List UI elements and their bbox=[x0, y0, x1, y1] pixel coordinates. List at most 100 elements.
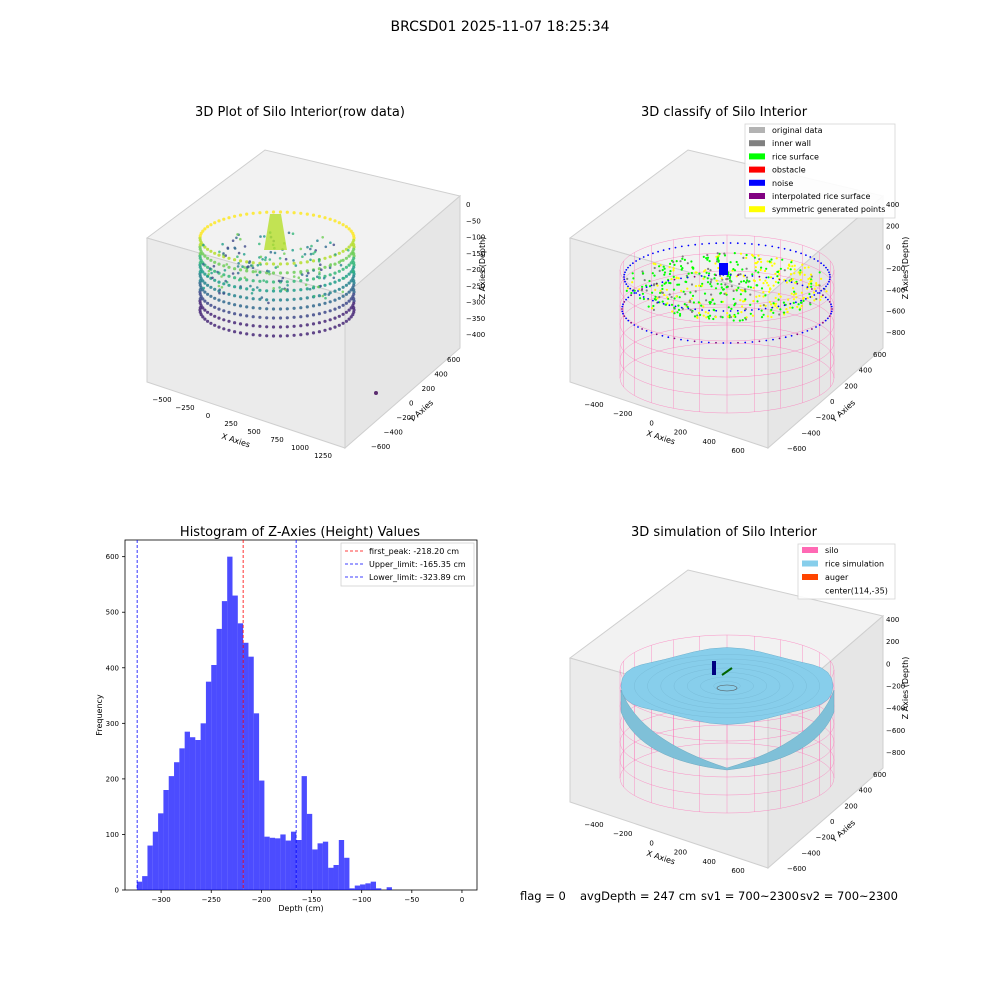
classify-wall-point bbox=[621, 308, 623, 310]
classify-wall-point bbox=[627, 319, 630, 322]
classify-noise-point bbox=[629, 264, 632, 267]
raw-point bbox=[265, 298, 269, 302]
classify-noise-point bbox=[826, 283, 829, 285]
raw-point bbox=[305, 274, 309, 278]
classify-point bbox=[698, 284, 701, 287]
classify-noise-point bbox=[715, 242, 718, 245]
classify-point bbox=[777, 270, 780, 273]
classify-point bbox=[739, 299, 742, 302]
simulation-zlabel: Z Axies (Depth) bbox=[901, 657, 910, 720]
raw-ytick-label: −600 bbox=[371, 443, 390, 451]
classify-point bbox=[714, 287, 718, 290]
classify-point bbox=[661, 269, 664, 272]
classify-point bbox=[742, 280, 746, 283]
classify-point bbox=[697, 311, 701, 315]
raw-point bbox=[349, 261, 353, 265]
classify-wall-point bbox=[831, 308, 833, 310]
classify-point bbox=[767, 284, 770, 287]
raw-point bbox=[305, 332, 309, 336]
raw-point bbox=[258, 306, 262, 310]
classify-point bbox=[791, 278, 794, 281]
classify-noise-point bbox=[805, 298, 807, 300]
raw-point bbox=[278, 210, 283, 214]
classify-point bbox=[719, 315, 722, 318]
simulation-rice-mesh bbox=[700, 676, 754, 696]
raw-ytick-label: 400 bbox=[434, 371, 447, 379]
histogram-bar bbox=[211, 665, 217, 890]
classify-noise-point bbox=[642, 256, 645, 258]
classify-point bbox=[723, 254, 727, 257]
raw-ytick-label: 600 bbox=[447, 356, 460, 364]
classify-point bbox=[626, 287, 629, 290]
classify-point bbox=[735, 289, 738, 292]
classify-point bbox=[732, 289, 735, 292]
histogram-bar bbox=[306, 813, 313, 890]
classify-wall-point bbox=[815, 290, 817, 292]
classify-point bbox=[745, 316, 748, 319]
classify-point bbox=[769, 287, 772, 290]
classify-noise-point bbox=[623, 273, 626, 276]
raw-point bbox=[251, 333, 255, 337]
classify-wall-point bbox=[707, 274, 710, 277]
raw-point bbox=[213, 221, 217, 225]
raw-point bbox=[337, 269, 341, 273]
classify-point bbox=[733, 269, 737, 272]
classify-point bbox=[645, 289, 648, 292]
classify-point bbox=[754, 269, 757, 272]
raw-point bbox=[268, 258, 272, 261]
classify-point bbox=[708, 317, 711, 320]
classify-noise-point bbox=[828, 278, 831, 281]
raw-point bbox=[251, 211, 255, 215]
histogram-bar bbox=[158, 813, 164, 890]
simulation-xtick-label: 0 bbox=[649, 839, 653, 847]
raw-point bbox=[203, 245, 207, 249]
classify-wall-point bbox=[707, 341, 710, 344]
classify-wall-point bbox=[790, 281, 793, 284]
classify-point bbox=[659, 291, 662, 294]
raw-point bbox=[212, 264, 216, 268]
raw-point bbox=[227, 310, 231, 314]
classify-noise-point bbox=[771, 306, 774, 309]
classify-point bbox=[810, 279, 813, 282]
classify-wall-point bbox=[625, 298, 627, 301]
classify-point bbox=[737, 286, 740, 289]
raw-point bbox=[292, 270, 296, 274]
raw-point bbox=[251, 279, 255, 283]
classify-point bbox=[671, 310, 674, 313]
classify-point bbox=[673, 312, 676, 315]
raw-point bbox=[233, 258, 237, 262]
classify-point bbox=[705, 316, 708, 319]
classify-point bbox=[661, 300, 664, 303]
raw-point bbox=[347, 254, 351, 258]
classify-point bbox=[732, 297, 735, 301]
classify-point bbox=[730, 307, 733, 310]
classify-point bbox=[714, 262, 717, 265]
simulation-rice-mesh bbox=[713, 681, 741, 691]
panel-classify-title: 3D classify of Silo Interior bbox=[641, 105, 808, 120]
histogram-bar bbox=[168, 776, 175, 890]
classify-point bbox=[686, 287, 689, 290]
raw-point bbox=[203, 308, 207, 312]
classify-point bbox=[795, 292, 798, 295]
raw-point bbox=[352, 306, 356, 310]
classify-point bbox=[767, 276, 770, 279]
classify-noise-point bbox=[813, 294, 816, 296]
classify-noise-point bbox=[764, 307, 767, 310]
classify-noise-point bbox=[744, 242, 746, 245]
classify-point bbox=[710, 285, 713, 288]
classify-point bbox=[759, 304, 762, 307]
classify-point bbox=[723, 252, 726, 255]
classify-point bbox=[774, 280, 778, 283]
raw-point bbox=[278, 286, 281, 289]
raw-point bbox=[278, 289, 283, 293]
raw-point bbox=[347, 245, 351, 249]
histogram-yticks: 0 100 200 300 400 500 600 bbox=[106, 553, 125, 895]
classify-point bbox=[658, 269, 661, 272]
classify-noise-point bbox=[751, 243, 753, 245]
classify-point bbox=[648, 279, 651, 283]
raw-point bbox=[337, 305, 341, 309]
classify-point bbox=[672, 288, 676, 291]
raw-point bbox=[341, 303, 345, 307]
raw-point bbox=[222, 318, 226, 322]
raw-point bbox=[222, 217, 226, 221]
